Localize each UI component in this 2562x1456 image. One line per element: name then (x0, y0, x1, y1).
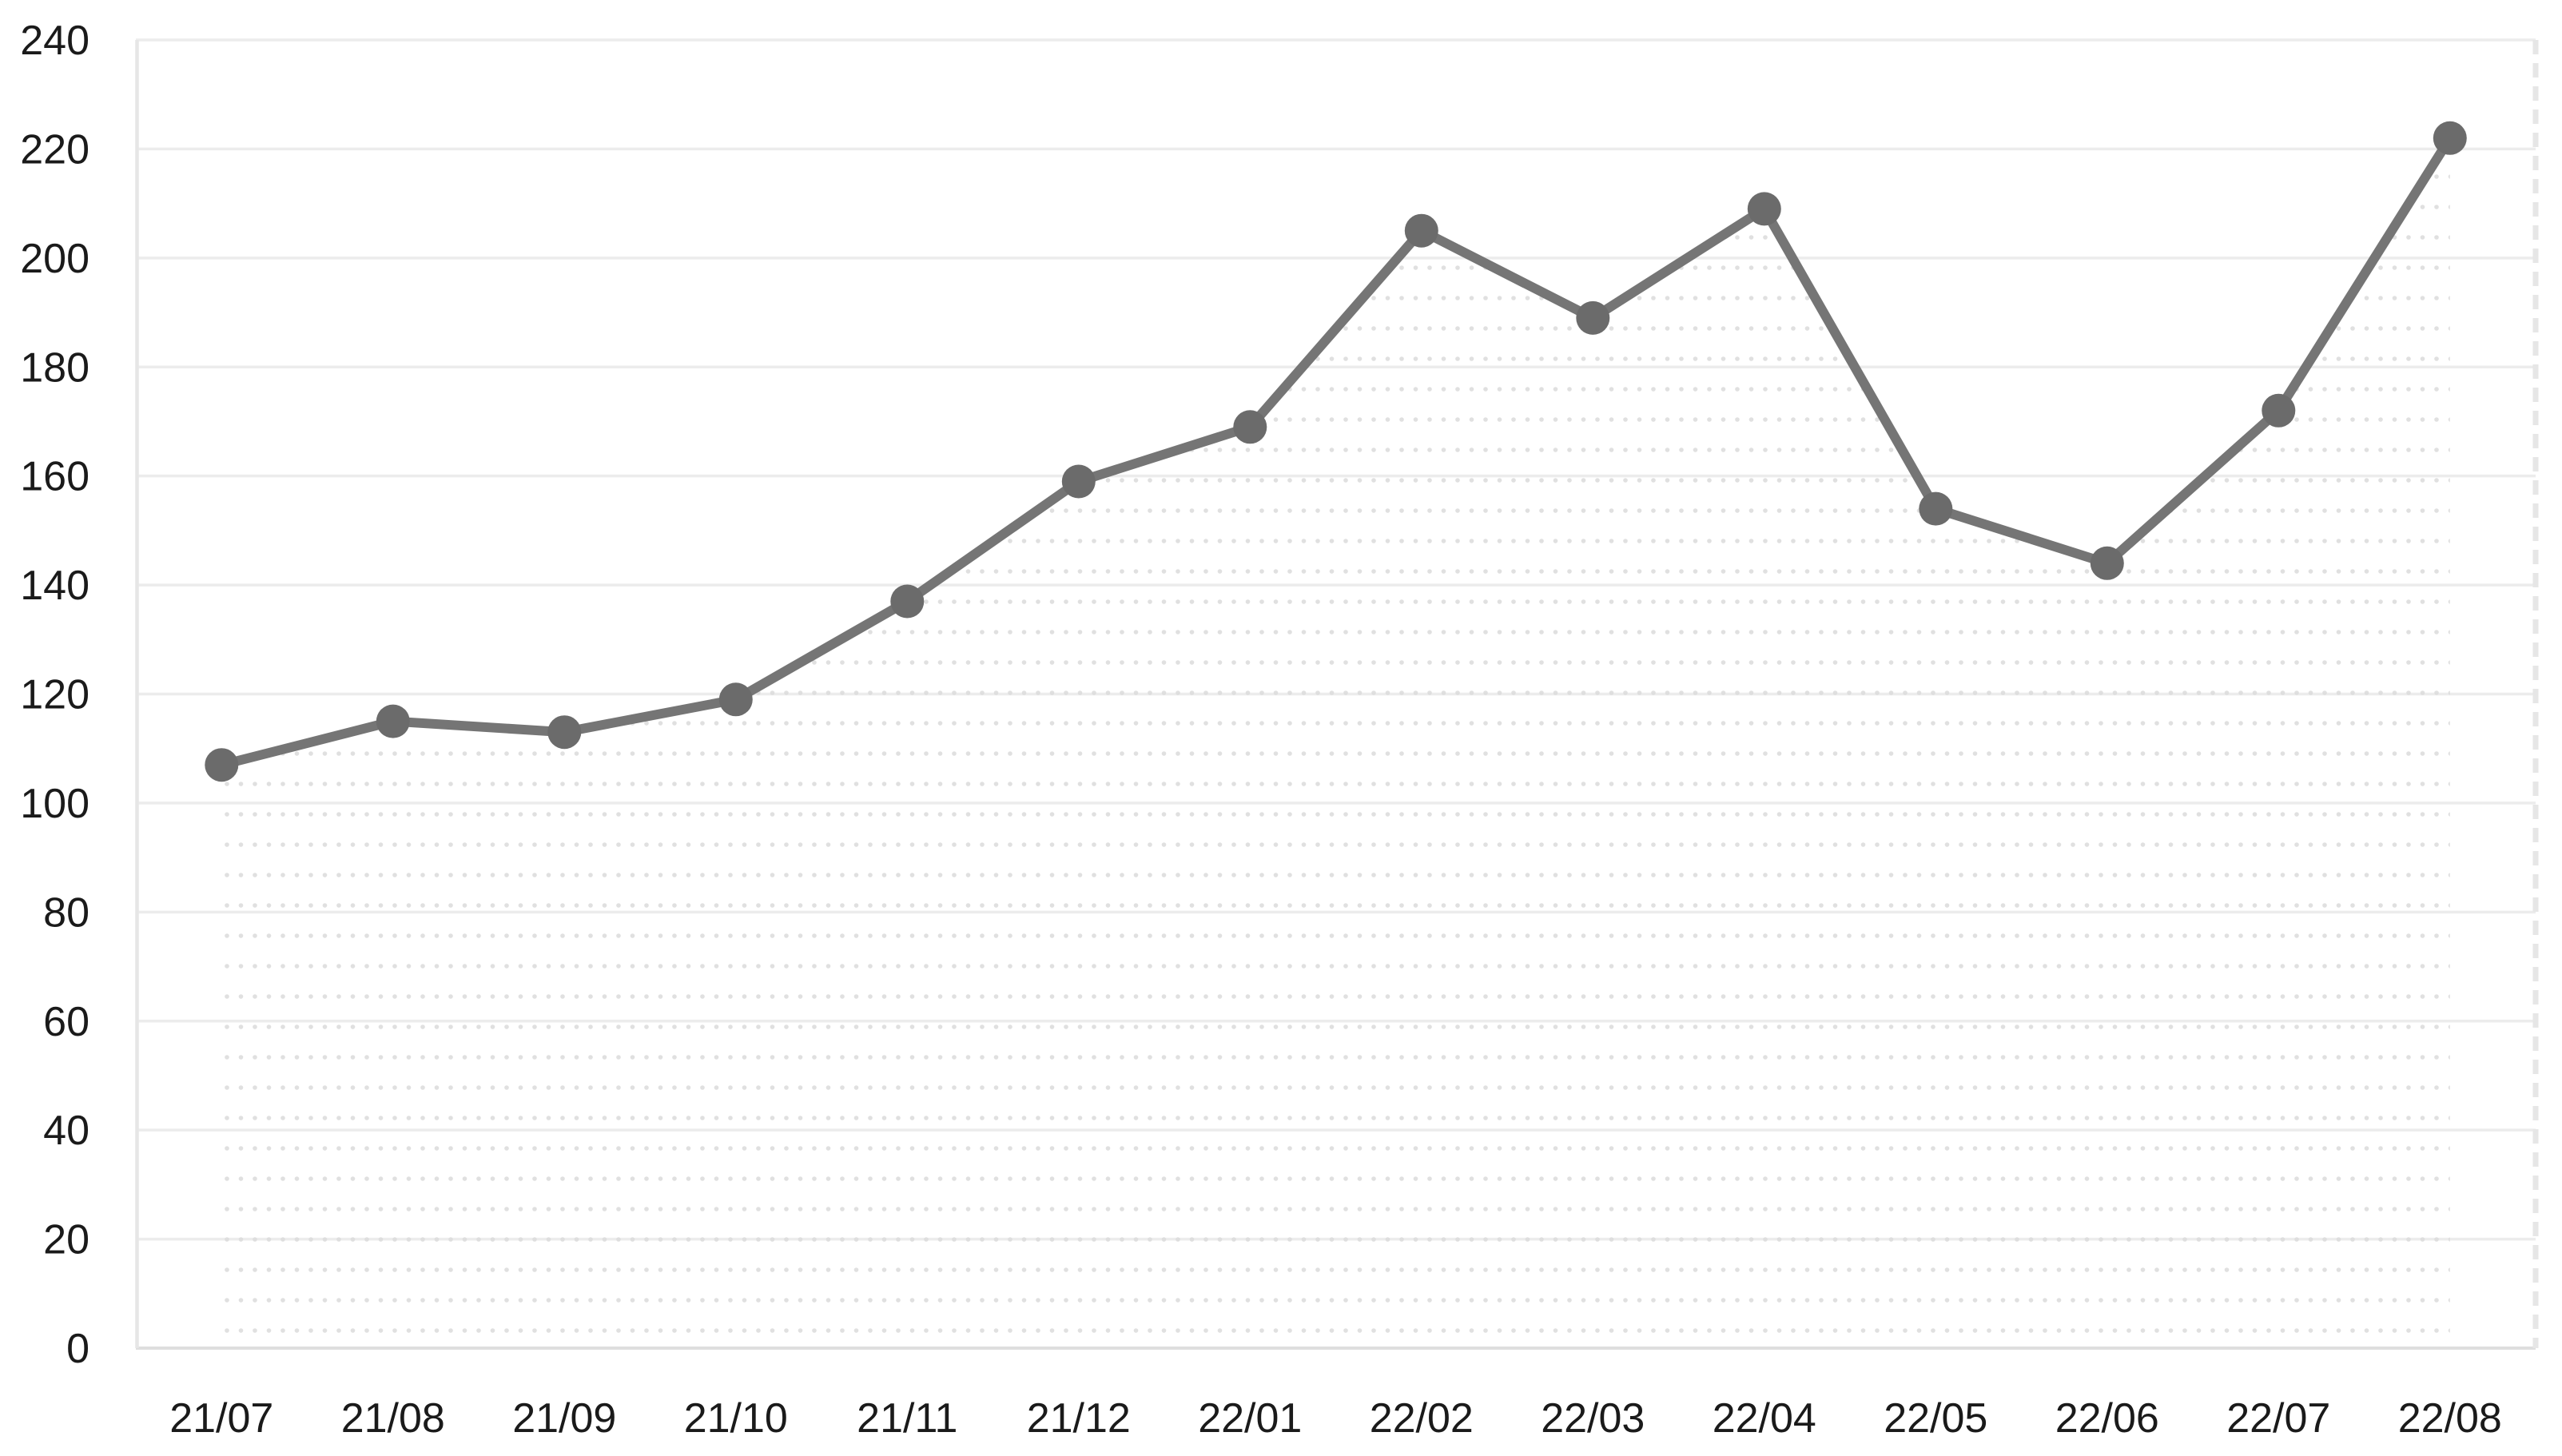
x-axis-label: 21/12 (1027, 1395, 1131, 1442)
data-point-marker (2433, 121, 2467, 155)
y-tick-label: 120 (20, 672, 90, 718)
y-tick-label: 220 (20, 126, 90, 173)
x-axis-label: 21/11 (857, 1395, 957, 1442)
data-point-marker (1061, 464, 1096, 499)
x-axis-label: 22/07 (2226, 1395, 2330, 1442)
data-point-marker (547, 715, 582, 750)
x-axis-label: 21/08 (341, 1395, 445, 1442)
plot-borders (135, 40, 2539, 1348)
data-point-marker (1233, 410, 1267, 444)
y-tick-label: 0 (66, 1326, 90, 1372)
data-line (217, 133, 2455, 770)
x-axis-label: 22/02 (1370, 1395, 1474, 1442)
data-point-marker (1919, 491, 1953, 526)
x-axis-label: 22/05 (1884, 1395, 1987, 1442)
x-axis-labels: 21/07 21/08 21/09 21/10 21/11 21/12 22/01 22/02… (169, 1395, 2502, 1442)
x-axis-label: 22/06 (2055, 1395, 2159, 1442)
y-tick-label: 140 (20, 563, 90, 609)
x-axis-label: 21/10 (684, 1395, 788, 1442)
x-axis-label: 22/03 (1541, 1395, 1645, 1442)
y-tick-label: 20 (43, 1217, 90, 1263)
data-points (205, 121, 2467, 782)
y-tick-label: 240 (20, 18, 90, 64)
x-axis-label: 21/09 (512, 1395, 616, 1442)
data-point-marker (376, 704, 410, 738)
data-point-marker (205, 748, 239, 782)
x-axis-label: 21/07 (169, 1395, 273, 1442)
data-point-marker (890, 584, 925, 619)
y-tick-label: 200 (20, 236, 90, 282)
y-tick-label: 40 (43, 1108, 90, 1154)
y-tick-label: 100 (20, 781, 90, 827)
data-point-marker (2090, 546, 2124, 580)
data-point-marker (718, 682, 753, 717)
y-tick-label: 60 (43, 999, 90, 1045)
x-axis-label: 22/01 (1198, 1395, 1302, 1442)
data-point-marker (2262, 393, 2296, 428)
y-tick-label: 180 (20, 344, 90, 391)
x-axis-label: 22/08 (2398, 1395, 2502, 1442)
data-point-marker (1747, 192, 1781, 226)
y-tick-label: 160 (20, 454, 90, 500)
data-point-marker (1576, 300, 1610, 335)
y-tick-label: 80 (43, 889, 90, 936)
y-axis-labels: 0 20 40 60 80 100 120 140 160 180 200 220 240 (20, 18, 90, 1372)
x-axis-label: 22/04 (1713, 1395, 1816, 1442)
data-point-marker (1404, 213, 1438, 248)
